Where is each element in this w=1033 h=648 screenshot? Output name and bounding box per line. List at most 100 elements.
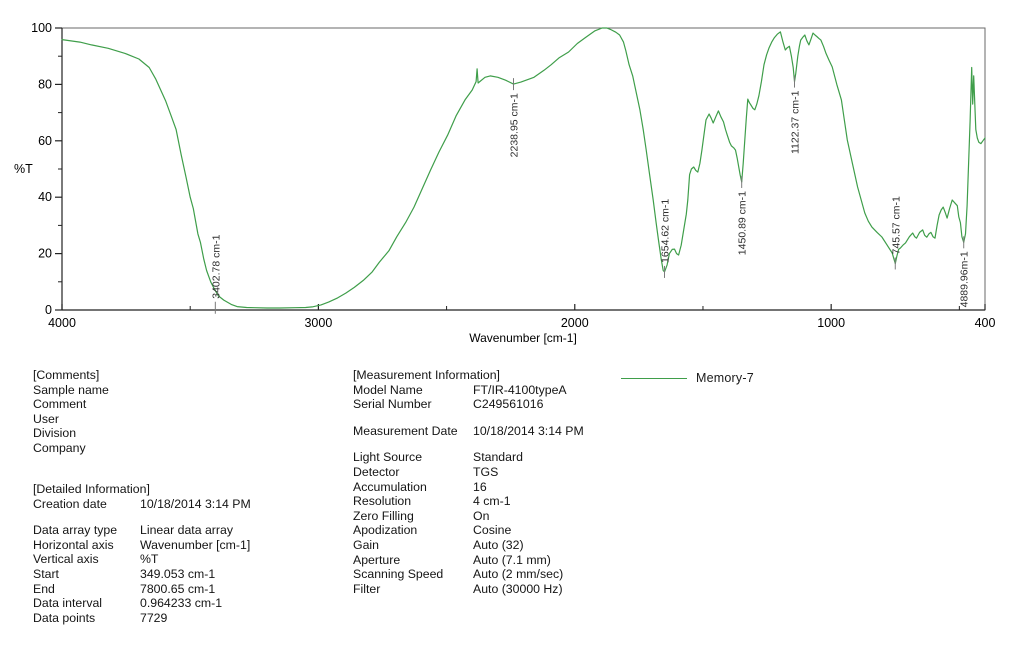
y-axis-tick-label: 60 (38, 134, 52, 148)
info-row-label: User (33, 411, 59, 426)
spectrum-chart: 100 80 60 40 20 0 %T 4000 3000 2000 1000 400 Wavenum… (14, 21, 996, 345)
y-axis-tick-label: 20 (38, 247, 52, 261)
peak-label: 1450.89 cm-1 (737, 191, 749, 255)
info-row-label: Model Name (353, 382, 423, 397)
info-row-label: Light Source (353, 450, 423, 465)
info-row-value: 10/18/2014 3:14 PM (140, 496, 251, 511)
info-row: Vertical axis %T (33, 552, 251, 567)
legend-line-swatch (621, 377, 687, 379)
info-row-value: 4 cm-1 (473, 494, 511, 509)
peak-label: 3402.78 cm-1 (210, 234, 222, 298)
info-row: Measurement Date 10/18/2014 3:14 PM (353, 424, 584, 439)
y-axis-tick-label: 40 (38, 190, 52, 204)
info-row-value: 10/18/2014 3:14 PM (473, 423, 584, 438)
info-row: Detector TGS (353, 465, 584, 480)
legend-series-label: Memory-7 (696, 371, 754, 385)
info-row-value: Auto (2 mm/sec) (473, 567, 564, 582)
info-row-value: Wavenumber [cm-1] (140, 537, 251, 552)
info-row-label: Zero Filling (353, 508, 414, 523)
info-row-value: Auto (7.1 mm) (473, 552, 551, 567)
info-row-label: Gain (353, 537, 379, 552)
info-row: Light Source Standard (353, 450, 584, 465)
y-axis-tick-label: 100 (31, 21, 52, 35)
info-row: Company (33, 441, 109, 456)
x-axis-tick-label: 400 (975, 316, 996, 330)
info-row-label: Resolution (353, 494, 412, 509)
y-axis-tick-label: 80 (38, 77, 52, 91)
info-row: End 7800.65 cm-1 (33, 582, 251, 597)
peak-label: 1654.62 cm-1 (660, 199, 672, 263)
info-row-value: C249561016 (473, 397, 544, 412)
info-row-label: Detector (353, 464, 400, 479)
x-axis-tick-label: 3000 (304, 316, 332, 330)
info-row: Aperture Auto (7.1 mm) (353, 553, 584, 568)
info-row-value: 7729 (140, 610, 168, 625)
info-block-header: [Measurement Information] (353, 368, 500, 382)
info-row: Gain Auto (32) (353, 538, 584, 553)
info-row-label: Serial Number (353, 397, 432, 412)
info-row-label: Data interval (33, 596, 103, 611)
info-row-value: Auto (32) (473, 537, 524, 552)
info-row-value: Auto (30000 Hz) (473, 581, 563, 596)
info-row: Accumulation 16 (353, 480, 584, 495)
detailed-information-block: [Detailed Information] Creation date 10/18… (33, 482, 251, 625)
peak-label: 2238.95 cm-1 (509, 93, 521, 157)
info-row-label: Start (33, 566, 59, 581)
x-axis-tick-label: 4000 (48, 316, 76, 330)
info-row-label: Data array type (33, 523, 118, 538)
info-row-label: Division (33, 426, 77, 441)
info-row-value: 349.053 cm-1 (140, 566, 216, 581)
info-row-value: 0.964233 cm-1 (140, 596, 223, 611)
info-row: Data interval 0.964233 cm-1 (33, 596, 251, 611)
info-row-label: Measurement Date (353, 423, 458, 438)
info-row-label: Aperture (353, 552, 401, 567)
info-row-label: Vertical axis (33, 552, 99, 567)
info-row-value: FT/IR-4100typeA (473, 382, 567, 397)
info-row: Division (33, 426, 109, 441)
info-row-value: Linear data array (140, 523, 233, 538)
info-row: Scanning Speed Auto (2 mm/sec) (353, 567, 584, 582)
info-row-label: Filter (353, 581, 381, 596)
peak-label: 4889.96m-1 (959, 251, 971, 307)
info-row: Horizontal axis Wavenumber [cm-1] (33, 538, 251, 553)
info-row: User (33, 412, 109, 427)
y-axis-tick-label: 0 (45, 303, 52, 317)
info-row-value: 16 (473, 479, 487, 494)
info-block-header: [Detailed Information] (33, 482, 150, 496)
info-row-label: Accumulation (353, 479, 427, 494)
info-row-label: End (33, 581, 55, 596)
info-row-value: %T (140, 552, 159, 567)
info-row-value: TGS (473, 464, 499, 479)
info-row-label: Apodization (353, 523, 418, 538)
x-axis-tick-label: 1000 (817, 316, 845, 330)
info-row: Sample name (33, 383, 109, 398)
info-row-label: Scanning Speed (353, 567, 444, 582)
info-row: Apodization Cosine (353, 523, 584, 538)
info-row-value: Standard (473, 450, 523, 465)
info-row-label: Comment (33, 397, 87, 412)
info-row: Creation date 10/18/2014 3:14 PM (33, 497, 251, 512)
info-row-label: Company (33, 440, 86, 455)
info-row: Data points 7729 (33, 611, 251, 626)
info-row-label: Sample name (33, 382, 109, 397)
x-axis-tick-label: 2000 (561, 316, 589, 330)
info-block-spacer (353, 438, 584, 450)
info-row: Filter Auto (30000 Hz) (353, 582, 584, 597)
info-row: Serial Number C249561016 (353, 397, 584, 412)
info-row: Zero Filling On (353, 509, 584, 524)
info-block-header: [Comments] (33, 368, 100, 382)
info-row: Resolution 4 cm-1 (353, 494, 584, 509)
peak-label: 745.57 cm-1 (890, 196, 902, 255)
legend: Memory-7 (621, 369, 754, 387)
info-row: Data array type Linear data array (33, 523, 251, 538)
info-row: Comment (33, 397, 109, 412)
info-row-label: Horizontal axis (33, 537, 114, 552)
info-row-value: 7800.65 cm-1 (140, 581, 216, 596)
y-axis-title: %T (14, 162, 33, 176)
info-row: Model Name FT/IR-4100typeA (353, 383, 584, 398)
info-row: Start 349.053 cm-1 (33, 567, 251, 582)
peak-label: 1122.37 cm-1 (790, 90, 802, 154)
info-block-spacer (33, 511, 251, 523)
info-row-label: Creation date (33, 496, 107, 511)
